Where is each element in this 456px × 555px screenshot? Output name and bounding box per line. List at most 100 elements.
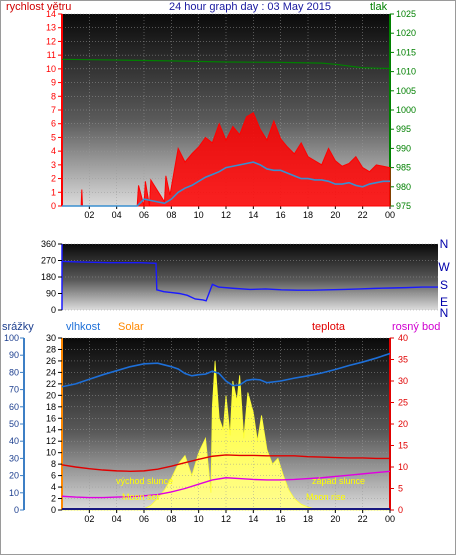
direction-tick-label: 90: [46, 289, 56, 299]
x-tick-label: 02: [84, 210, 94, 220]
humidity-tick-label: 2: [51, 494, 56, 504]
direction-axis: 0 90 180 270 360: [41, 239, 63, 315]
wind-tick-label: 5: [51, 132, 56, 142]
humidity-tick-label: 26: [46, 356, 56, 366]
rain-tick-label: 10: [9, 488, 19, 498]
pressure-tick-label: 1000: [396, 105, 416, 115]
temperature-axis: 0 5 10 15 20 25 30 35 40: [389, 333, 408, 515]
moonset-label: Moon set: [122, 492, 160, 502]
x-tick-label: 08: [166, 210, 176, 220]
wind-average-line: [62, 161, 390, 207]
rain-tick-label: 30: [9, 453, 19, 463]
pressure-tick-label: 1015: [396, 47, 416, 57]
rain-tick-label: 50: [9, 419, 19, 429]
wind-gust-area: [62, 112, 391, 207]
humidity-tick-label: 14: [46, 425, 56, 435]
x-tick-label: 16: [276, 210, 286, 220]
temperature-tick-label: 35: [398, 355, 408, 365]
x-tick-label: 20: [330, 210, 340, 220]
wind-tick-label: 14: [46, 9, 56, 19]
wind-tick-label: 9: [51, 78, 56, 88]
compass-label: S: [440, 278, 448, 292]
x-tick-label: 12: [221, 210, 231, 220]
wind-tick-label: 2: [51, 174, 56, 184]
rain-tick-label: 80: [9, 367, 19, 377]
wind-series: [61, 58, 391, 207]
solar-axis-title: Solar: [118, 321, 144, 333]
x-tick-label: 12: [221, 514, 231, 524]
temperature-tick-label: 10: [398, 462, 408, 472]
compass-label: W: [438, 260, 450, 274]
pressure-axis-title: tlak: [370, 1, 388, 13]
rain-tick-label: 40: [9, 436, 19, 446]
wind-tick-label: 0: [51, 201, 56, 211]
temperature-line: [61, 454, 390, 473]
humidity-tick-label: 16: [46, 413, 56, 423]
direction-tick-label: 180: [41, 272, 56, 282]
x-tick-label: 02: [84, 514, 94, 524]
humidity-tick-label: 20: [46, 390, 56, 400]
temperature-tick-label: 40: [398, 333, 408, 343]
wind-tick-label: 12: [46, 36, 56, 46]
humidity-tick-label: 12: [46, 436, 56, 446]
humidity-tick-label: 4: [51, 482, 56, 492]
compass-label: E: [440, 295, 448, 309]
temperature-tick-label: 25: [398, 398, 408, 408]
x-tick-label: 14: [248, 514, 258, 524]
wind-speed-axis-title: rychlost větru: [6, 1, 71, 13]
humidity-tick-label: 24: [46, 367, 56, 377]
wind-tick-label: 1: [51, 187, 56, 197]
x-tick-label: 04: [112, 514, 122, 524]
direction-plot-area: [62, 244, 438, 310]
x-tick-label: 14: [248, 210, 258, 220]
x-tick-label: 08: [166, 514, 176, 524]
moonrise-label: Moon rise: [306, 492, 346, 502]
rain-tick-label: 60: [9, 402, 19, 412]
wind-tick-label: 3: [51, 160, 56, 170]
x-tick-label: 00: [385, 210, 395, 220]
humidity-tick-label: 8: [51, 459, 56, 469]
sunset-label: západ slunce: [312, 476, 365, 486]
humidity-tick-label: 6: [51, 471, 56, 481]
humidity-tick-label: 28: [46, 344, 56, 354]
rain-axis: 0 10 20 30 40 50 60 70 80 90 100: [4, 333, 25, 515]
humidity-tick-label: 10: [46, 448, 56, 458]
x-tick-label: 22: [358, 210, 368, 220]
wind-tick-label: 6: [51, 119, 56, 129]
pressure-tick-label: 985: [396, 163, 411, 173]
x-tick-label: 04: [112, 210, 122, 220]
x-tick-label: 20: [330, 514, 340, 524]
humidity-tick-label: 0: [51, 505, 56, 515]
wind-tick-label: 8: [51, 91, 56, 101]
direction-tick-label: 0: [51, 305, 56, 315]
x-tick-label: 06: [139, 514, 149, 524]
pressure-line: [61, 58, 391, 70]
temperature-tick-label: 5: [398, 484, 403, 494]
pressure-tick-label: 980: [396, 182, 411, 192]
pressure-tick-label: 1020: [396, 28, 416, 38]
pressure-tick-label: 990: [396, 143, 411, 153]
pressure-tick-label: 1005: [396, 86, 416, 96]
rain-tick-label: 20: [9, 471, 19, 481]
x-tick-label: 18: [303, 210, 313, 220]
rain-tick-label: 100: [4, 333, 19, 343]
x-tick-label: 10: [194, 514, 204, 524]
x-tick-label: 16: [276, 514, 286, 524]
x-tick-label: 00: [385, 514, 395, 524]
temperature-tick-label: 15: [398, 441, 408, 451]
direction-tick-label: 360: [41, 239, 56, 249]
x-tick-label: 06: [139, 210, 149, 220]
dewpoint-axis-title: rosný bod: [392, 321, 440, 333]
pressure-tick-label: 975: [396, 201, 411, 211]
wind-tick-label: 10: [46, 64, 56, 74]
humidity-tick-label: 30: [46, 333, 56, 343]
x-tick-label: 18: [303, 514, 313, 524]
wind-tick-label: 4: [51, 146, 56, 156]
sunrise-label: východ slunce: [116, 476, 173, 486]
direction-tick-label: 270: [41, 256, 56, 266]
solar-series: [62, 360, 390, 511]
humidity-line: [61, 352, 391, 388]
